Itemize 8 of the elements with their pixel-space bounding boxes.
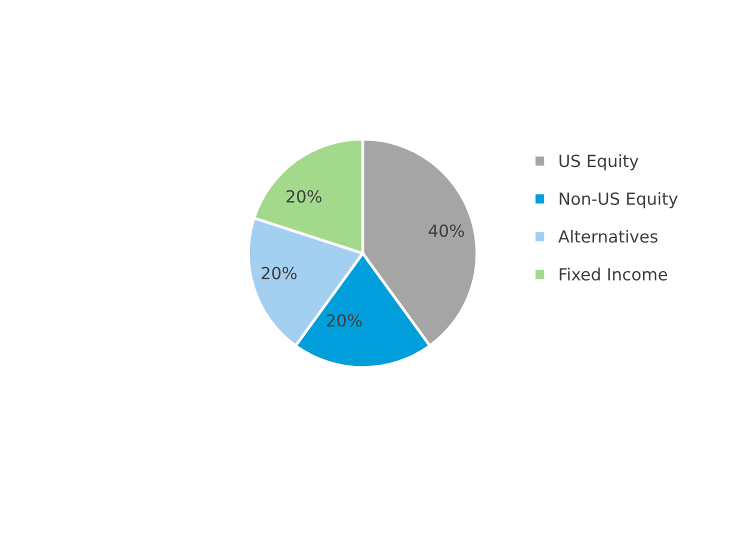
data-label: 20% bbox=[262, 266, 297, 280]
legend-label: Fixed Income bbox=[560, 268, 668, 281]
legend-label: US Equity bbox=[560, 154, 638, 170]
data-label: 40% bbox=[428, 224, 464, 237]
legend-label: Non-US Equity bbox=[560, 192, 678, 208]
data-label: 20% bbox=[286, 190, 322, 203]
legend-label: Alternatives bbox=[558, 230, 658, 243]
data-label: 20% bbox=[326, 314, 362, 327]
